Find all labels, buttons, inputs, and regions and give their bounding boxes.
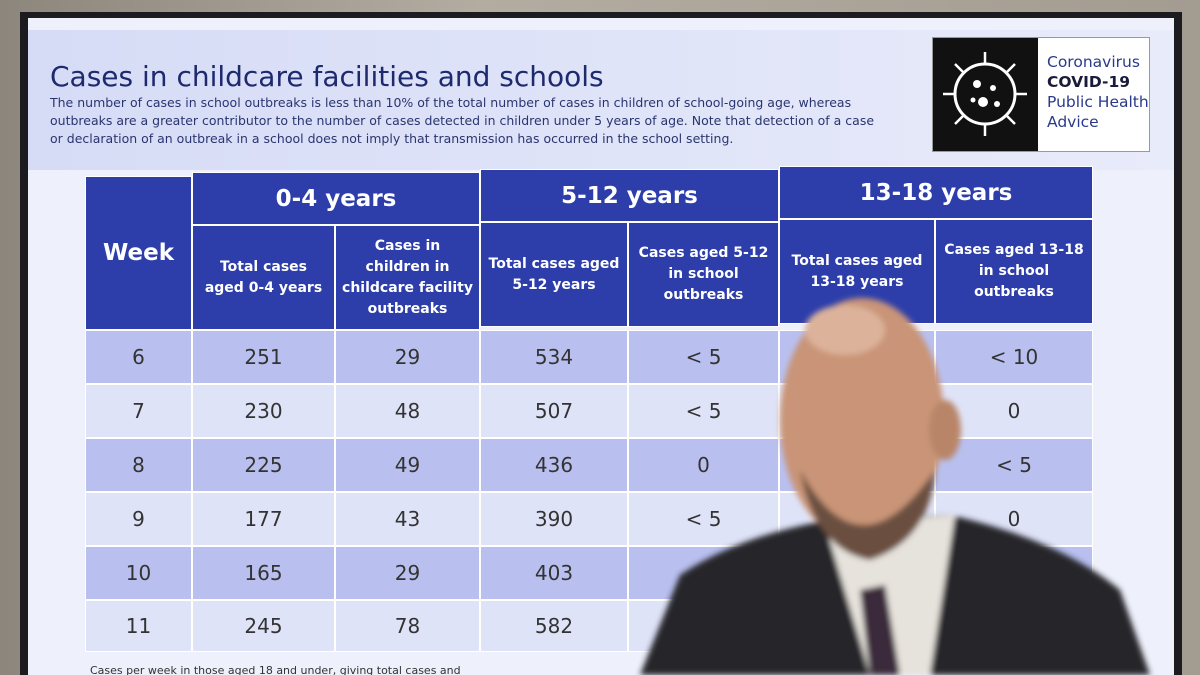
data-cell: 177 — [192, 492, 335, 546]
footnote: Cases per week in those aged 18 and unde… — [90, 664, 461, 675]
data-cell: 534 — [480, 330, 628, 384]
logo-line: Advice — [1047, 113, 1099, 131]
data-cell: 43 — [335, 492, 480, 546]
logo-line: Public Health — [1047, 93, 1149, 111]
screen: Cases in childcare facilities and school… — [28, 18, 1174, 675]
data-cell: < 10 — [935, 330, 1093, 384]
column-header: Total cases aged 0-4 years — [192, 225, 335, 330]
data-cell: < 5 — [628, 384, 779, 438]
slide-subtitle: The number of cases in school outbreaks … — [50, 95, 875, 146]
data-cell: 403 — [480, 546, 628, 600]
data-cell: 245 — [192, 600, 335, 652]
week-cell: 6 — [85, 330, 192, 384]
week-cell: 7 — [85, 384, 192, 438]
data-cell: < 5 — [628, 330, 779, 384]
logo-line: COVID-19 — [1047, 73, 1131, 91]
logo: Coronavirus COVID-19 Public Health Advic… — [932, 37, 1150, 152]
data-cell: 251 — [192, 330, 335, 384]
column-header: Cases aged 13-18 in school outbreaks — [935, 219, 1093, 324]
logo-line: Coronavirus — [1047, 53, 1140, 71]
group-header: 0-4 years — [192, 172, 480, 225]
week-cell: 9 — [85, 492, 192, 546]
data-cell: 225 — [192, 438, 335, 492]
data-cell: 390 — [480, 492, 628, 546]
data-cell: < 5 — [935, 438, 1093, 492]
data-cell: 507 — [480, 384, 628, 438]
virus-graphic — [943, 52, 1027, 136]
column-header: Cases in children in childcare facility … — [335, 225, 480, 330]
virus-icon — [933, 38, 1038, 151]
data-cell: 436 — [480, 438, 628, 492]
logo-text: Coronavirus COVID-19 Public Health Advic… — [1047, 52, 1149, 132]
slide-title: Cases in childcare facilities and school… — [50, 60, 604, 93]
data-cell: 78 — [335, 600, 480, 652]
column-header: Total cases aged 5-12 years — [480, 222, 628, 327]
group-header: 13-18 years — [779, 166, 1093, 219]
week-cell: 8 — [85, 438, 192, 492]
data-cell: 29 — [335, 546, 480, 600]
data-cell: 582 — [480, 600, 628, 652]
week-cell: 11 — [85, 600, 192, 652]
data-cell: 165 — [192, 546, 335, 600]
data-cell: 48 — [335, 384, 480, 438]
data-cell: 0 — [628, 438, 779, 492]
group-header: 5-12 years — [480, 169, 779, 222]
data-cell: 29 — [335, 330, 480, 384]
column-header: Cases aged 5-12 in school outbreaks — [628, 222, 779, 327]
data-cell: 230 — [192, 384, 335, 438]
data-cell: < 5 — [628, 492, 779, 546]
week-cell: 10 — [85, 546, 192, 600]
week-header: Week — [85, 176, 192, 330]
data-cell: 49 — [335, 438, 480, 492]
